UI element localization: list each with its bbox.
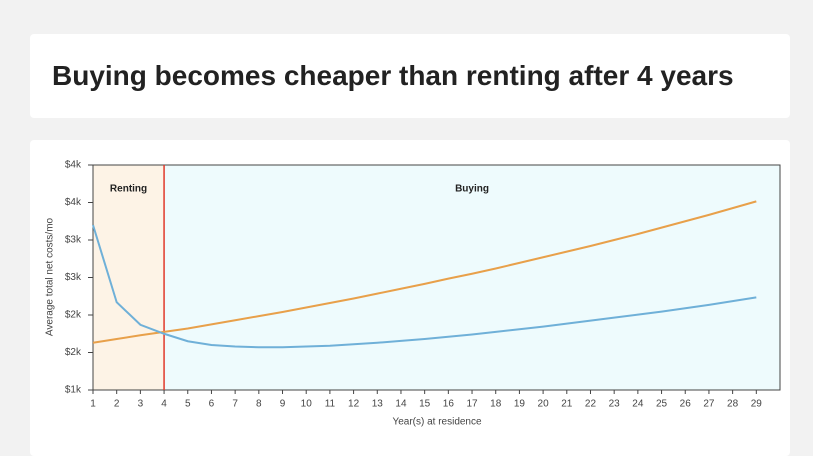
x-tick-label: 21 [561, 399, 573, 410]
x-tick-label: 8 [256, 399, 262, 410]
y-tick-label: $1k [65, 385, 82, 396]
region-label: Renting [110, 184, 147, 195]
chart-title: Buying becomes cheaper than renting afte… [52, 60, 734, 91]
x-tick-label: 13 [372, 399, 384, 410]
series-line [92, 224, 757, 349]
x-tick-label: 9 [280, 399, 286, 410]
x-tick-label: 19 [514, 399, 526, 410]
x-tick-label: 11 [325, 399, 336, 410]
x-tick-label: 10 [301, 399, 313, 410]
x-tick-label: 7 [232, 399, 238, 410]
x-tick-label: 1 [90, 399, 96, 410]
plot-frame [92, 164, 781, 391]
x-tick-label: 12 [348, 399, 360, 410]
x-tick-label: 5 [185, 399, 191, 410]
y-tick-label: $3k [65, 235, 82, 246]
x-tick-label: 27 [703, 399, 715, 410]
x-tick-label: 22 [585, 399, 597, 410]
region [93, 165, 165, 390]
x-tick-label: 16 [443, 399, 455, 410]
x-tick-label: 4 [161, 399, 167, 410]
x-axis-label: Year(s) at residence [392, 417, 482, 428]
x-tick-label: 3 [138, 399, 144, 410]
x-tick-label: 20 [538, 399, 550, 410]
y-tick-label: $4k [65, 197, 82, 208]
x-tick-label: 26 [680, 399, 692, 410]
x-tick-label: 6 [209, 399, 215, 410]
y-tick-label: $2k [65, 310, 82, 321]
x-tick-label: 17 [466, 399, 478, 410]
y-tick-label: $4k [65, 160, 82, 171]
title-card: Buying becomes cheaper than renting afte… [30, 34, 790, 118]
x-tick-label: 14 [395, 399, 407, 410]
x-tick-label: 29 [751, 399, 763, 410]
series-line [92, 200, 757, 344]
x-tick-label: 28 [727, 399, 739, 410]
region [164, 165, 780, 390]
x-tick-label: 24 [632, 399, 644, 410]
x-tick-label: 2 [114, 399, 120, 410]
x-tick-label: 18 [490, 399, 502, 410]
x-tick-label: 25 [656, 399, 668, 410]
x-tick-label: 23 [609, 399, 621, 410]
x-tick-label: 15 [419, 399, 431, 410]
region-label: Buying [455, 184, 489, 195]
y-axis-label: Average total net costs/mo [45, 217, 56, 336]
y-tick-label: $3k [65, 272, 82, 283]
y-tick-label: $2k [65, 347, 82, 358]
